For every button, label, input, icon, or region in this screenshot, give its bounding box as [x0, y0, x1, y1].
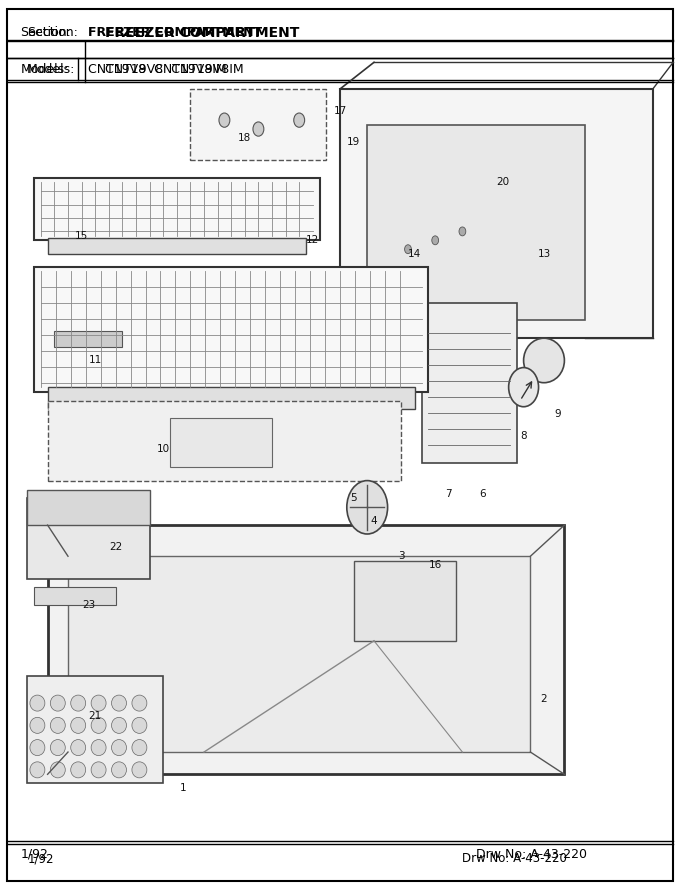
Text: 23: 23: [82, 600, 95, 611]
Ellipse shape: [71, 695, 86, 711]
Text: Section:: Section:: [27, 27, 78, 39]
Ellipse shape: [132, 717, 147, 733]
Ellipse shape: [30, 695, 45, 711]
Ellipse shape: [30, 762, 45, 778]
Text: Models:: Models:: [27, 63, 75, 76]
Bar: [54, 331, 122, 347]
Text: 9: 9: [554, 409, 561, 419]
Text: 5: 5: [350, 493, 357, 504]
Text: 11: 11: [88, 355, 102, 366]
Text: 20: 20: [496, 177, 510, 188]
Text: 16: 16: [428, 560, 442, 570]
Ellipse shape: [50, 717, 65, 733]
Text: Models:: Models:: [20, 63, 69, 76]
Bar: [367, 125, 585, 320]
Text: 17: 17: [333, 106, 347, 117]
Ellipse shape: [91, 762, 106, 778]
Ellipse shape: [91, 695, 106, 711]
Bar: [27, 498, 150, 578]
Text: CNT19V8  CNT19V8IM: CNT19V8 CNT19V8IM: [105, 63, 244, 76]
Ellipse shape: [30, 740, 45, 756]
Ellipse shape: [30, 717, 45, 733]
Text: 22: 22: [109, 542, 122, 553]
Text: Drw No: A-43-220: Drw No: A-43-220: [476, 848, 587, 861]
Bar: [27, 676, 163, 783]
Bar: [34, 178, 320, 240]
Circle shape: [294, 113, 305, 127]
Text: 6: 6: [479, 489, 486, 499]
Ellipse shape: [112, 695, 126, 711]
Bar: [27, 490, 150, 525]
Text: 8: 8: [520, 431, 527, 441]
Text: 3: 3: [398, 551, 405, 562]
Text: 4: 4: [371, 515, 377, 526]
Ellipse shape: [524, 338, 564, 383]
Bar: [354, 561, 456, 641]
Bar: [422, 303, 517, 463]
Bar: [48, 387, 415, 409]
Bar: [34, 267, 428, 392]
Ellipse shape: [71, 762, 86, 778]
Text: 1/92: 1/92: [20, 848, 48, 861]
Bar: [34, 587, 116, 605]
Ellipse shape: [112, 717, 126, 733]
Bar: [170, 418, 272, 467]
Text: 12: 12: [306, 235, 320, 246]
Text: 21: 21: [88, 711, 102, 722]
Circle shape: [432, 236, 439, 245]
Text: Section:: Section:: [20, 27, 71, 39]
Text: 2: 2: [541, 693, 547, 704]
Ellipse shape: [112, 740, 126, 756]
Circle shape: [219, 113, 230, 127]
Text: FREEZER COMPARTMENT: FREEZER COMPARTMENT: [88, 27, 262, 39]
Bar: [68, 556, 530, 752]
Text: 14: 14: [408, 248, 422, 259]
Text: 7: 7: [445, 489, 452, 499]
Bar: [340, 89, 653, 338]
Text: 1: 1: [180, 782, 187, 793]
Circle shape: [253, 122, 264, 136]
Ellipse shape: [71, 717, 86, 733]
Circle shape: [405, 245, 411, 254]
Ellipse shape: [132, 695, 147, 711]
Ellipse shape: [50, 695, 65, 711]
Ellipse shape: [50, 740, 65, 756]
Ellipse shape: [91, 717, 106, 733]
Circle shape: [459, 227, 466, 236]
Bar: [48, 238, 306, 254]
Bar: [48, 525, 564, 774]
Ellipse shape: [132, 762, 147, 778]
Text: 19: 19: [347, 137, 360, 148]
Bar: [34, 178, 320, 240]
Text: Drw No: A-43-220: Drw No: A-43-220: [462, 853, 567, 865]
Ellipse shape: [71, 740, 86, 756]
Text: 1/92: 1/92: [27, 853, 54, 865]
Bar: [34, 267, 428, 392]
Bar: [190, 89, 326, 160]
Text: 10: 10: [156, 444, 170, 455]
Ellipse shape: [132, 740, 147, 756]
Text: CNT19V8  CNT19V8IM: CNT19V8 CNT19V8IM: [88, 63, 227, 76]
Text: FREEZER COMPARTMENT: FREEZER COMPARTMENT: [105, 26, 300, 40]
Ellipse shape: [112, 762, 126, 778]
Circle shape: [347, 481, 388, 534]
Text: 18: 18: [238, 133, 252, 143]
Text: 13: 13: [537, 248, 551, 259]
Text: 15: 15: [75, 231, 88, 241]
Bar: [48, 400, 401, 481]
Circle shape: [509, 368, 539, 407]
Ellipse shape: [50, 762, 65, 778]
Ellipse shape: [91, 740, 106, 756]
